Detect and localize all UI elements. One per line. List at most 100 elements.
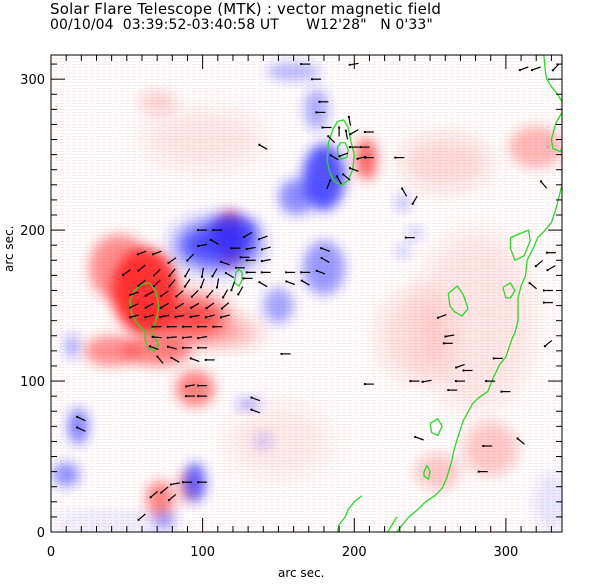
field-vector-tail-31 [220, 307, 223, 310]
field-vector-9 [184, 268, 191, 277]
field-vector-tail-151 [482, 445, 485, 447]
field-vector-108 [259, 144, 268, 150]
positive-polarity-patch-5 [175, 370, 215, 407]
field-vector-120 [168, 493, 177, 501]
negative-polarity-patch-35 [407, 227, 423, 240]
field-vector-146 [455, 363, 465, 369]
field-vector-79 [259, 281, 268, 288]
field-vector-54 [190, 357, 200, 363]
field-vector-6 [138, 264, 146, 272]
field-vector-45 [167, 336, 177, 339]
field-vector-tail-128 [551, 69, 554, 72]
negative-polarity-patch-25 [266, 62, 321, 81]
field-vector-tail-23 [206, 295, 209, 298]
field-vector-tail-53 [170, 356, 173, 359]
field-vector-tail-92 [356, 157, 359, 160]
field-vector-49 [167, 346, 177, 350]
y-tick-label-0: 0 [37, 526, 45, 541]
field-vector-56 [185, 384, 196, 387]
y-tick-label-200: 200 [20, 224, 45, 239]
transverse-vectors [76, 62, 560, 521]
field-vector-tail-15 [183, 285, 186, 288]
field-vector-tail-51 [197, 346, 200, 349]
field-vector-132 [547, 265, 556, 271]
field-vector-tail-46 [182, 336, 184, 339]
field-vector-31 [221, 302, 230, 309]
positive-polarity-patch-18 [414, 230, 537, 412]
field-vector-tail-20 [160, 295, 162, 298]
field-vector-tail-47 [197, 337, 200, 340]
field-vector-47 [198, 335, 208, 339]
field-vector-tail-63 [230, 247, 233, 250]
field-vector-tail-118 [197, 481, 200, 484]
field-vector-152 [517, 438, 525, 445]
north-spot-contour-inner [336, 141, 349, 160]
position-ns: N 0'33" [380, 17, 433, 33]
field-vector-tail-39 [151, 325, 154, 328]
field-vector-tail-80 [285, 271, 288, 274]
field-vector-88 [327, 135, 336, 144]
field-vector-tail-50 [182, 346, 184, 349]
field-vector-tail-2 [167, 261, 170, 264]
field-vector-tail-45 [166, 336, 169, 339]
field-vector-tail-71 [243, 235, 246, 238]
field-vector-127 [519, 66, 529, 71]
field-vector-tail-101 [310, 78, 313, 81]
field-vector-tail-138 [409, 380, 412, 383]
field-vector-126 [531, 66, 541, 71]
field-vector-tail-136 [437, 316, 439, 319]
field-vector-8 [168, 268, 176, 277]
field-vector-tail-66 [242, 277, 245, 280]
field-vector-139 [422, 379, 432, 383]
x-tick-label-300: 300 [493, 545, 518, 560]
field-vector-tail-40 [166, 325, 169, 328]
field-vector-tail-124 [411, 202, 414, 205]
field-vector-tail-109 [394, 156, 397, 159]
field-vector-tail-104 [300, 63, 303, 66]
loop-contour-3 [447, 285, 469, 317]
field-vector-tail-120 [167, 499, 170, 502]
field-vector-83 [286, 280, 296, 286]
field-vector-tail-55 [204, 358, 207, 361]
field-vector-14 [168, 279, 176, 287]
field-vector-143 [544, 339, 553, 347]
field-vector-tail-110 [401, 187, 404, 190]
field-vector-95 [336, 176, 342, 185]
field-vector-tail-81 [300, 271, 303, 274]
field-vector-tail-125 [404, 236, 407, 239]
field-vector-12 [138, 279, 146, 287]
field-vector-113 [76, 426, 86, 432]
field-vector-tail-13 [153, 285, 155, 288]
x-tick-label-100: 100 [190, 545, 215, 560]
field-vector-tail-57 [197, 384, 200, 387]
field-vector-tail-116 [169, 483, 172, 486]
field-vector-67 [220, 261, 230, 266]
field-vector-tail-121 [137, 518, 140, 521]
contour-lines [129, 55, 562, 532]
bottom-contour-b [336, 495, 363, 532]
field-vector-10 [201, 267, 204, 277]
field-vector-tail-42 [197, 325, 200, 328]
field-vector-tail-103 [315, 111, 318, 114]
field-vector-tail-26 [144, 306, 147, 309]
field-vector-tail-7 [153, 274, 155, 277]
field-vector-15 [184, 278, 191, 287]
loop-contour-5 [423, 464, 431, 480]
field-vector-24 [222, 289, 229, 298]
field-vector-tail-4 [197, 245, 200, 247]
field-vector-tail-87 [338, 126, 341, 129]
field-vector-tail-16 [200, 286, 203, 289]
positive-polarity-patch-14 [414, 453, 461, 490]
field-vector-tail-24 [222, 296, 225, 299]
field-vector-73 [246, 246, 256, 250]
field-vector-tail-25 [129, 306, 132, 309]
field-vector-tail-65 [235, 266, 237, 269]
field-vector-tail-150 [414, 435, 417, 438]
field-vector-tail-102 [318, 100, 321, 103]
field-vector-tail-28 [175, 306, 177, 309]
field-vector-tail-60 [197, 229, 200, 232]
field-vector-tail-119 [149, 496, 152, 499]
field-vector-37 [205, 314, 215, 318]
field-vector-tail-77 [245, 271, 248, 274]
positive-polarity-patch-11 [508, 125, 562, 169]
